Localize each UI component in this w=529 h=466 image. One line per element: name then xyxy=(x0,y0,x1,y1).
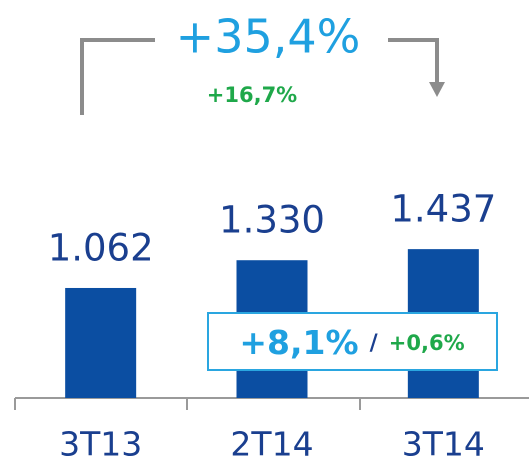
sub-growth: +16,7% xyxy=(207,83,297,107)
growth-box xyxy=(207,312,498,371)
box-secondary: +0,6% xyxy=(389,331,465,355)
value-label: 1.437 xyxy=(390,188,496,231)
value-label: 1.330 xyxy=(219,199,325,242)
box-main: +8,1% xyxy=(239,323,358,362)
x-tick-label: 3T14 xyxy=(402,425,485,464)
total-growth: +35,4% xyxy=(176,10,361,64)
bracket-right xyxy=(388,38,439,84)
bracket-left xyxy=(80,38,155,115)
x-tick-label: 2T14 xyxy=(230,425,313,464)
bracket-arrow xyxy=(429,82,445,97)
x-tick-label: 3T13 xyxy=(59,425,142,464)
growth-box-text: +8,1% / +0,6% xyxy=(239,323,464,362)
bar xyxy=(65,287,137,398)
box-separator: / xyxy=(370,331,379,356)
value-label: 1.062 xyxy=(48,226,154,269)
